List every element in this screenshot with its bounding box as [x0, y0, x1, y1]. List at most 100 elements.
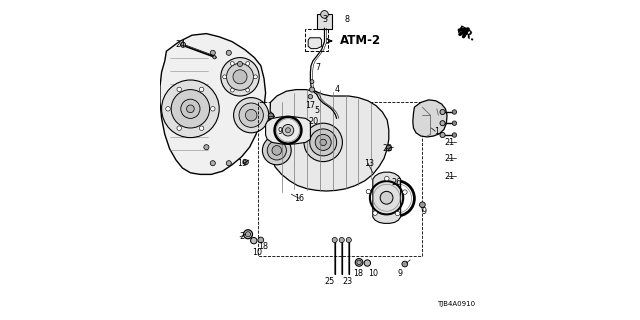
- Text: 16: 16: [294, 194, 304, 203]
- Circle shape: [402, 261, 408, 267]
- Circle shape: [251, 237, 257, 244]
- Polygon shape: [266, 117, 310, 144]
- Text: 2: 2: [239, 232, 244, 241]
- Text: 4: 4: [335, 85, 340, 94]
- Circle shape: [187, 105, 195, 113]
- Circle shape: [268, 141, 287, 160]
- Circle shape: [452, 133, 457, 137]
- Text: 19: 19: [237, 159, 247, 168]
- Circle shape: [373, 211, 378, 215]
- Circle shape: [253, 75, 257, 79]
- Circle shape: [268, 113, 274, 119]
- Text: TJB4A0910: TJB4A0910: [437, 301, 475, 307]
- Circle shape: [346, 237, 351, 243]
- Circle shape: [285, 128, 291, 133]
- Text: 22: 22: [382, 144, 392, 153]
- Text: 26: 26: [392, 178, 402, 187]
- Circle shape: [310, 129, 337, 156]
- Circle shape: [172, 90, 210, 128]
- Circle shape: [364, 260, 371, 266]
- Text: 18: 18: [258, 242, 268, 251]
- Circle shape: [308, 94, 312, 99]
- Circle shape: [258, 237, 264, 243]
- Circle shape: [237, 61, 243, 67]
- Circle shape: [304, 123, 342, 162]
- Circle shape: [227, 50, 232, 55]
- Text: 9: 9: [277, 127, 283, 136]
- Circle shape: [246, 109, 257, 121]
- Circle shape: [246, 61, 250, 65]
- Circle shape: [386, 145, 392, 151]
- Text: 18: 18: [353, 269, 364, 278]
- Circle shape: [246, 88, 250, 92]
- Polygon shape: [372, 172, 401, 223]
- Text: 13: 13: [365, 159, 374, 168]
- Text: 21: 21: [445, 138, 454, 147]
- Circle shape: [177, 126, 182, 131]
- Circle shape: [166, 107, 170, 111]
- Text: 8: 8: [345, 15, 349, 24]
- Circle shape: [227, 63, 253, 90]
- Circle shape: [366, 189, 371, 194]
- Text: 10: 10: [368, 269, 378, 278]
- Circle shape: [180, 42, 186, 47]
- Circle shape: [227, 161, 232, 166]
- Circle shape: [210, 50, 215, 55]
- Circle shape: [204, 145, 209, 150]
- Circle shape: [440, 121, 445, 126]
- Circle shape: [200, 87, 204, 92]
- Circle shape: [223, 75, 227, 79]
- Text: 10: 10: [253, 248, 262, 257]
- Circle shape: [315, 134, 332, 150]
- Text: 7: 7: [315, 63, 321, 72]
- Circle shape: [321, 11, 328, 18]
- Circle shape: [396, 211, 400, 216]
- Text: 21: 21: [445, 172, 454, 180]
- Circle shape: [212, 56, 216, 59]
- Circle shape: [199, 126, 204, 131]
- Circle shape: [230, 88, 234, 92]
- Circle shape: [355, 259, 363, 266]
- Circle shape: [230, 61, 234, 65]
- Polygon shape: [413, 100, 447, 137]
- Circle shape: [177, 87, 182, 92]
- Circle shape: [385, 176, 389, 181]
- Circle shape: [211, 107, 215, 111]
- Circle shape: [420, 202, 425, 208]
- Circle shape: [272, 146, 282, 155]
- Circle shape: [452, 121, 457, 125]
- Circle shape: [262, 136, 291, 165]
- Text: 25: 25: [324, 277, 335, 286]
- Circle shape: [452, 110, 457, 114]
- Circle shape: [221, 58, 259, 96]
- Circle shape: [332, 237, 337, 243]
- Bar: [305, 29, 328, 51]
- Circle shape: [310, 80, 314, 84]
- Circle shape: [403, 190, 407, 194]
- Circle shape: [246, 232, 251, 237]
- Circle shape: [357, 260, 361, 265]
- Circle shape: [339, 237, 344, 243]
- Circle shape: [310, 87, 315, 92]
- Circle shape: [181, 99, 200, 118]
- Text: 5: 5: [314, 106, 319, 115]
- Circle shape: [282, 124, 294, 136]
- Polygon shape: [160, 34, 266, 174]
- Circle shape: [234, 98, 269, 133]
- Circle shape: [440, 109, 445, 115]
- Text: 21: 21: [445, 154, 454, 163]
- Circle shape: [244, 230, 253, 239]
- Text: 9: 9: [421, 207, 427, 216]
- Circle shape: [380, 191, 393, 204]
- Circle shape: [243, 160, 248, 165]
- Circle shape: [233, 70, 247, 84]
- Circle shape: [162, 80, 219, 138]
- Text: 17: 17: [305, 101, 315, 110]
- Polygon shape: [269, 90, 388, 191]
- Circle shape: [239, 103, 264, 127]
- Text: 20: 20: [309, 117, 319, 126]
- Text: 9: 9: [397, 269, 403, 278]
- Text: 23: 23: [342, 277, 352, 286]
- Circle shape: [210, 161, 215, 166]
- Text: 24: 24: [175, 40, 185, 49]
